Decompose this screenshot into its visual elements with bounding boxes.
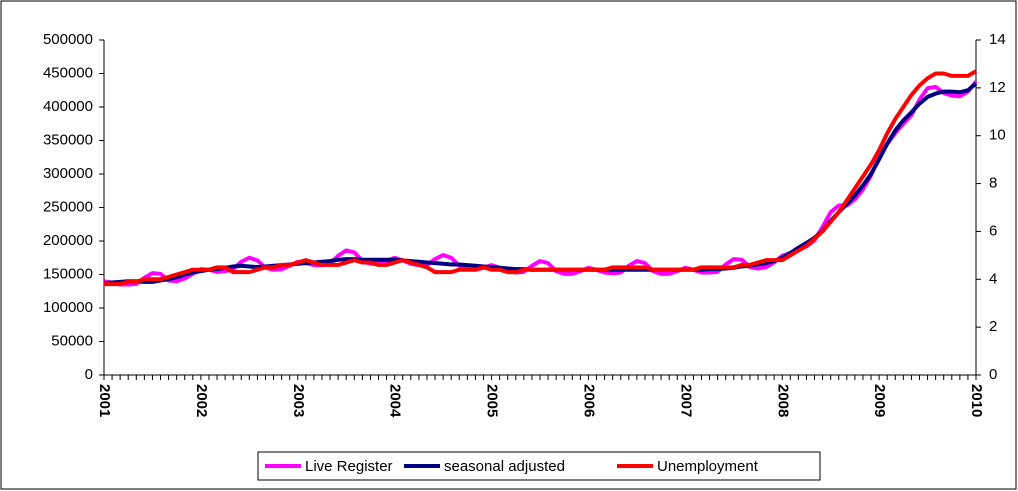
x-tick-label: 2005	[484, 384, 501, 417]
legend-label: Unemployment	[657, 458, 759, 475]
series-line	[103, 80, 978, 287]
y2-tick-label: 0	[989, 366, 997, 383]
x-tick-label: 2010	[968, 384, 985, 417]
y-tick-label: 500000	[43, 31, 93, 48]
x-tick-label: 2007	[677, 384, 694, 417]
x-tick-label: 2002	[193, 384, 210, 417]
y-tick-label: 400000	[43, 98, 93, 115]
y-tick-label: 300000	[43, 165, 93, 182]
y2-tick-label: 14	[989, 31, 1006, 48]
x-tick-label: 2004	[387, 384, 404, 418]
y-tick-label: 250000	[43, 198, 93, 215]
y2-tick-label: 8	[989, 175, 997, 192]
series-line	[104, 69, 978, 287]
legend-label: seasonal adjusted	[444, 458, 565, 475]
x-tick-label: 2003	[290, 384, 307, 417]
legend-label: Live Register	[305, 458, 393, 475]
x-tick-label: 2006	[580, 384, 597, 417]
y-tick-label: 350000	[43, 131, 93, 148]
x-tick-label: 2001	[96, 384, 113, 417]
y-tick-label: 200000	[43, 232, 93, 249]
y2-tick-label: 2	[989, 318, 997, 335]
y2-tick-label: 12	[989, 79, 1006, 96]
legend: Live Register seasonal adjusted Unemployme…	[257, 451, 821, 481]
legend-box	[257, 451, 821, 481]
y2-tick-label: 10	[989, 127, 1006, 144]
y2-tick-label: 6	[989, 222, 997, 239]
y-tick-label: 450000	[43, 64, 93, 81]
y2-tick-label: 4	[989, 270, 997, 287]
y-tick-label: 0	[85, 366, 93, 383]
x-tick-label: 2008	[774, 384, 791, 417]
x-tick-label: 2009	[871, 384, 888, 417]
y-tick-label: 50000	[51, 332, 93, 349]
y-tick-label: 100000	[43, 299, 93, 316]
y-tick-label: 150000	[43, 265, 93, 282]
